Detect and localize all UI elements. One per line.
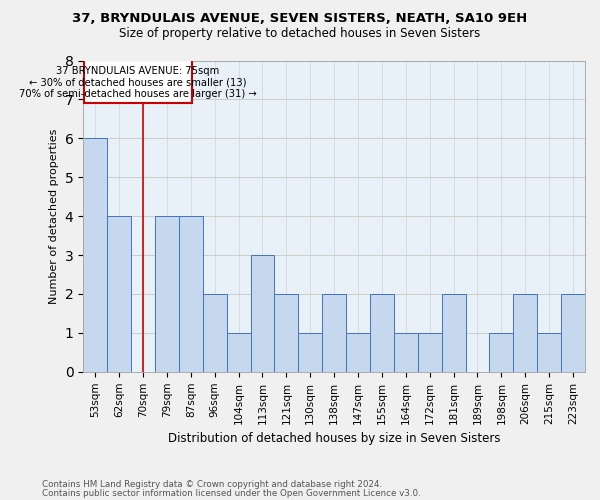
Bar (251, 255, 274, 372)
Bar (179, 216, 203, 372)
Bar (394, 333, 418, 372)
Text: 37, BRYNDULAIS AVENUE, SEVEN SISTERS, NEATH, SA10 9EH: 37, BRYNDULAIS AVENUE, SEVEN SISTERS, NE… (73, 12, 527, 26)
Bar (346, 333, 370, 372)
Text: Contains public sector information licensed under the Open Government Licence v3: Contains public sector information licen… (42, 489, 421, 498)
Bar (418, 333, 442, 372)
Bar (83, 138, 107, 372)
Bar (370, 294, 394, 372)
Text: ← 30% of detached houses are smaller (13): ← 30% of detached houses are smaller (13… (29, 78, 247, 88)
Bar (442, 294, 466, 372)
Bar (298, 333, 322, 372)
Bar (227, 333, 251, 372)
Text: Size of property relative to detached houses in Seven Sisters: Size of property relative to detached ho… (119, 28, 481, 40)
Bar (561, 294, 585, 372)
Text: Contains HM Land Registry data © Crown copyright and database right 2024.: Contains HM Land Registry data © Crown c… (42, 480, 382, 489)
Bar (203, 294, 227, 372)
Bar (514, 294, 537, 372)
Bar (490, 333, 514, 372)
Bar (107, 216, 131, 372)
Text: 37 BRYNDULAIS AVENUE: 75sqm: 37 BRYNDULAIS AVENUE: 75sqm (56, 66, 220, 76)
Bar (537, 333, 561, 372)
Y-axis label: Number of detached properties: Number of detached properties (49, 128, 59, 304)
Bar (274, 294, 298, 372)
FancyBboxPatch shape (84, 60, 192, 102)
Bar (155, 216, 179, 372)
X-axis label: Distribution of detached houses by size in Seven Sisters: Distribution of detached houses by size … (168, 432, 500, 445)
Text: 70% of semi-detached houses are larger (31) →: 70% of semi-detached houses are larger (… (19, 90, 257, 100)
Bar (322, 294, 346, 372)
